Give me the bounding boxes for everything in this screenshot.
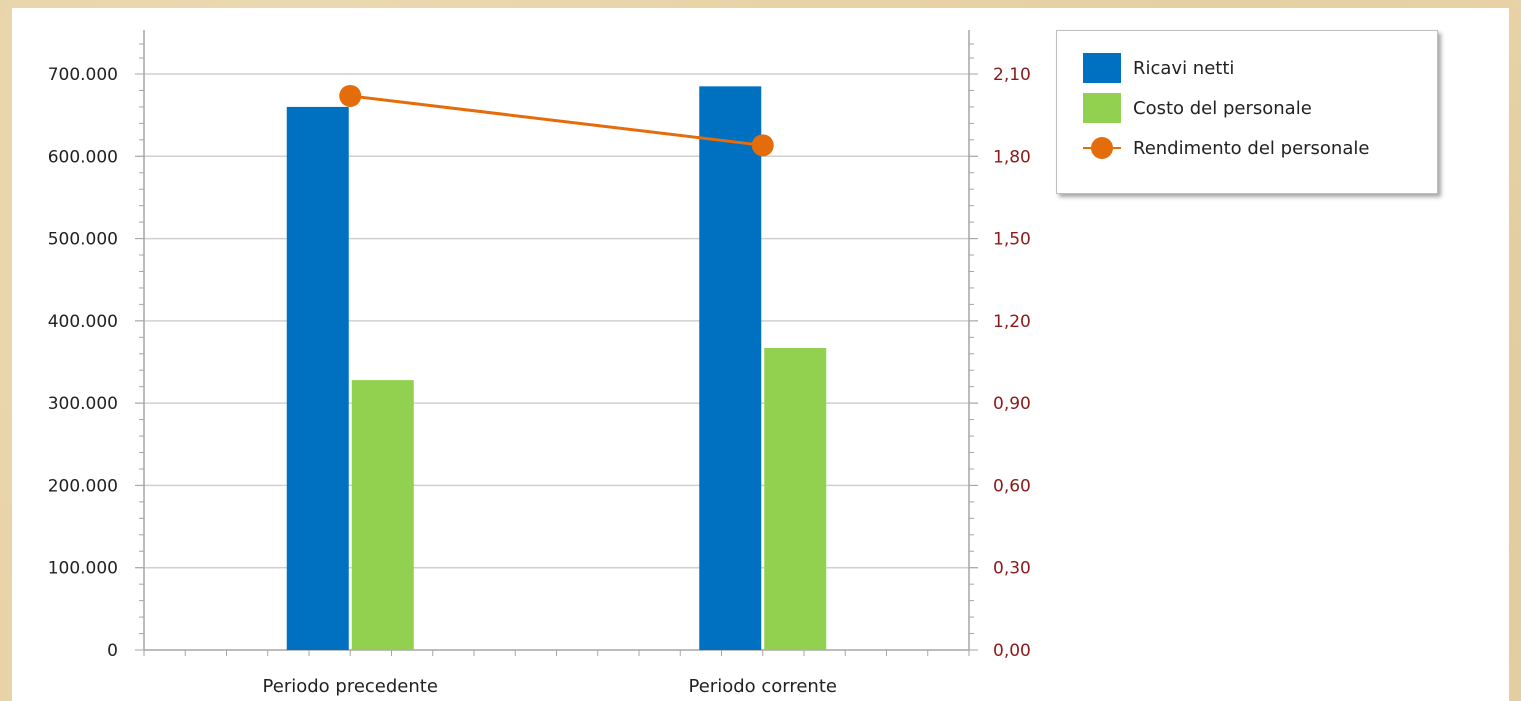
y-left-tick-label: 600.000 (48, 147, 118, 167)
legend-label-rendimento: Rendimento del personale (1133, 137, 1370, 159)
y-left-tick-label: 500.000 (48, 230, 118, 250)
legend-swatch-costo (1083, 93, 1121, 123)
bars (286, 86, 827, 651)
axes (135, 30, 978, 656)
tick-labels: 0 100.000 200.000 300.000 400.000 500.000 600.… (48, 65, 1031, 697)
y-left-tick-label: 200.000 (48, 476, 118, 496)
legend: Ricavi netti Costo del personale Rendime… (1056, 30, 1438, 194)
y-left-tick-label: 100.000 (48, 559, 118, 579)
y-right-tick-label: 1,80 (993, 147, 1031, 167)
y-right-tick-label: 0,30 (993, 559, 1031, 579)
y-right-tick-label: 2,10 (993, 65, 1031, 85)
legend-label-costo: Costo del personale (1133, 97, 1312, 119)
legend-swatch-ricavi (1083, 53, 1121, 83)
y-left-tick-label: 700.000 (48, 65, 118, 85)
line-series (339, 84, 774, 157)
y-right-tick-label: 0,60 (993, 476, 1031, 496)
legend-swatch-rendimento (1083, 133, 1121, 163)
x-category-label: Periodo corrente (689, 676, 837, 697)
chart-panel: 0 100.000 200.000 300.000 400.000 500.000 600.… (12, 8, 1509, 701)
y-left-tick-label: 400.000 (48, 312, 118, 332)
grid-lines (144, 73, 969, 569)
y-right-tick-label: 1,20 (993, 312, 1031, 332)
line-point[interactable] (339, 84, 362, 107)
y-right-tick-label: 1,50 (993, 230, 1031, 250)
bar[interactable] (351, 380, 414, 650)
y-right-tick-label: 0,90 (993, 394, 1031, 414)
line-point[interactable] (751, 134, 774, 157)
bar[interactable] (699, 86, 762, 651)
legend-label-ricavi: Ricavi netti (1133, 57, 1235, 79)
y-left-tick-label: 0 (107, 641, 118, 661)
bar[interactable] (286, 106, 349, 650)
x-category-label: Periodo precedente (263, 676, 438, 697)
combo-chart: 0 100.000 200.000 300.000 400.000 500.000 600.… (48, 30, 1031, 697)
legend-item-rendimento[interactable]: Rendimento del personale (1083, 133, 1369, 163)
y-right-tick-label: 0,00 (993, 641, 1031, 661)
line-path (350, 94, 763, 147)
bar[interactable] (764, 348, 827, 650)
legend-item-costo[interactable]: Costo del personale (1083, 93, 1312, 123)
legend-item-ricavi[interactable]: Ricavi netti (1083, 53, 1234, 83)
y-left-tick-label: 300.000 (48, 394, 118, 414)
